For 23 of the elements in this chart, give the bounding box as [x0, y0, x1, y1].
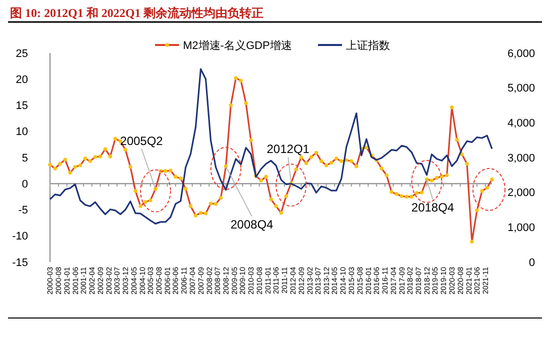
y-tick-label: 20 — [16, 74, 28, 86]
y-tick-label: -15 — [12, 256, 28, 269]
y2-tick-label: 4,000 — [507, 118, 535, 130]
annotation: 2008Q4 — [230, 217, 274, 232]
y2-tick-label: 6,000 — [507, 48, 535, 60]
y-tick-label: -5 — [18, 204, 28, 217]
chart-title: 图 10: 2012Q1 和 2022Q1 剩余流动性均由负转正 — [10, 6, 264, 20]
y-tick-label: 0 — [22, 178, 28, 190]
y-tick-label: -10 — [12, 230, 28, 243]
y2-tick-label: 1,000 — [507, 222, 535, 234]
annotation: 2012Q1 — [266, 142, 310, 156]
annotation: 2018Q4 — [411, 200, 454, 214]
y-tick-label: 25 — [16, 48, 28, 60]
legend-label: 上证指数 — [346, 38, 390, 52]
y2-tick-label: 2,000 — [507, 187, 535, 200]
y2-tick-label: 5,000 — [507, 82, 535, 95]
y2-tick-label: 0 — [528, 256, 535, 269]
y-tick-label: 10 — [16, 126, 28, 138]
annotation: 2005Q2 — [120, 134, 164, 148]
y2-tick-label: 3,000 — [507, 152, 535, 164]
legend-label: M2增速-名义GDP增速 — [183, 38, 292, 52]
y-tick-label: 15 — [16, 100, 28, 112]
y-tick-label: 5 — [22, 152, 28, 164]
